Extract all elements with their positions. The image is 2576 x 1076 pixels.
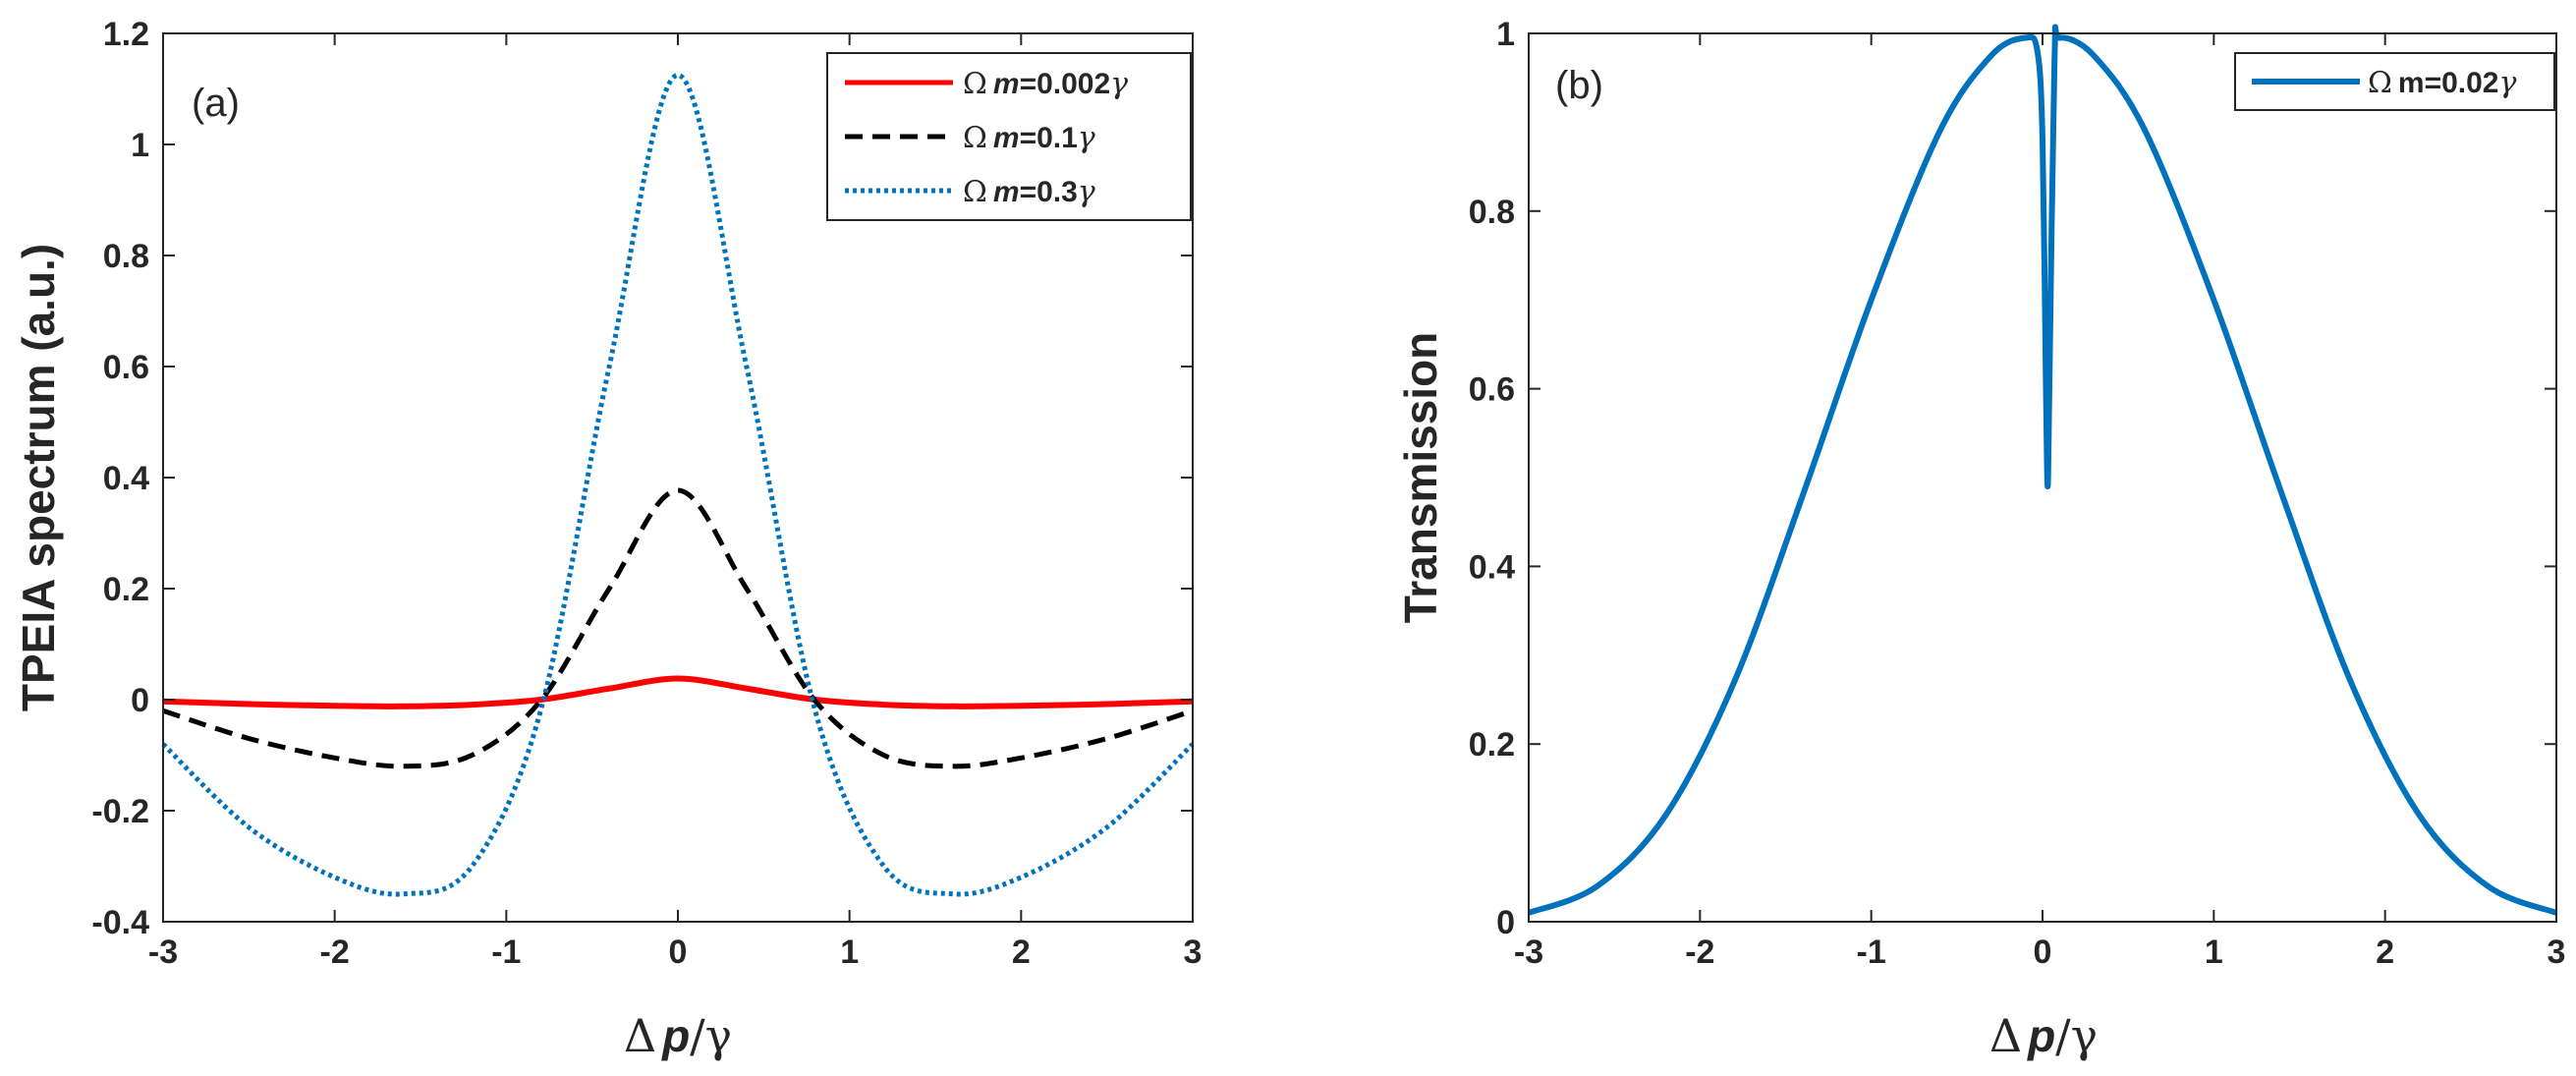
x-tick-label-a-3: 0	[669, 934, 688, 971]
panel-label-a: (a)	[192, 82, 240, 125]
chart-panel-b: -3 -2 -1 0 1 2 3 0 0.2 0.4 0.6 0.8 1 (b) Transmissio…	[1395, 16, 2565, 1062]
y-tick-label-a-3: 0.2	[103, 571, 149, 608]
series-layer-a	[161, 72, 1195, 897]
y-tick-label-a-4: 0.4	[103, 460, 149, 497]
y-tick-label-a-7: 1	[131, 127, 149, 164]
y-tick-label-a-1: -0.2	[91, 793, 149, 830]
x-tick-label-b-0: -3	[1514, 934, 1543, 971]
x-tick-label-b-6: 3	[2548, 934, 2566, 971]
y-tick-label-b-4: 0.8	[1469, 194, 1515, 231]
series-layer-b	[1527, 24, 2558, 916]
series-line-a-1	[162, 487, 1194, 769]
y-tick-label-a-6: 0.8	[103, 238, 149, 275]
x-tick-label-a-0: -3	[148, 934, 178, 971]
panel-label-b: (b)	[1555, 64, 1603, 107]
x-tick-label-b-5: 2	[2376, 934, 2394, 971]
y-tick-label-b-2: 0.4	[1469, 548, 1515, 586]
y-tick-label-b-1: 0.2	[1469, 726, 1515, 764]
y-tick-label-a-2: 0	[131, 682, 149, 719]
y-tick-label-b-5: 1	[1496, 16, 1515, 53]
y-tick-label-b-3: 0.6	[1469, 371, 1515, 409]
series-line-a-0	[162, 675, 1194, 709]
x-tick-label-a-2: -1	[491, 934, 521, 971]
y-tick-label-a-8: 1.2	[103, 16, 149, 53]
x-tick-label-a-4: 1	[840, 934, 859, 971]
x-tick-label-b-3: 0	[2034, 934, 2052, 971]
x-tick-label-a-1: -2	[320, 934, 350, 971]
x-tick-label-a-5: 2	[1012, 934, 1031, 971]
x-tick-label-b-2: -1	[1857, 934, 1886, 971]
y-axis-title-b: Transmission	[1395, 332, 1446, 624]
ticks-b: -3 -2 -1 0 1 2 3 0 0.2 0.4 0.6 0.8 1	[1469, 16, 2566, 971]
legend-box-b	[2234, 52, 2555, 111]
chart-panel-a: -3 -2 -1 0 1 2 3-0.4-0.200.20.40.60.811.2 (a) …	[13, 16, 1202, 1062]
ticks-a: -3 -2 -1 0 1 2 3 -0.4 -0.2 0 0.2 0.4 0.6 0.8 1 1.2	[91, 16, 1202, 971]
series-line-b-0	[1527, 24, 2558, 916]
y-tick-label-a-5: 0.6	[103, 349, 149, 386]
x-tick-label-b-1: -2	[1685, 934, 1714, 971]
x-tick-label-a-6: 3	[1184, 934, 1203, 971]
y-tick-label-a-0: -0.4	[91, 904, 149, 941]
x-tick-label-b-4: 1	[2205, 934, 2223, 971]
y-tick-label-b-0: 0	[1496, 904, 1515, 941]
y-axis-title-a: TPEIA spectrum (a.u.)	[13, 244, 64, 711]
